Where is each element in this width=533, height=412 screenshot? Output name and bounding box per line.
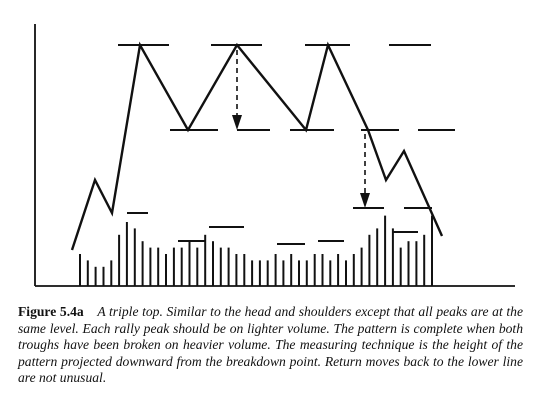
- measure-arrow-first: [232, 50, 242, 130]
- figure-caption-text: A triple top. Similar to the head and sh…: [18, 304, 523, 386]
- figure-caption: Figure 5.4a A triple top. Similar to the…: [18, 304, 523, 387]
- volume-bars: [79, 215, 433, 286]
- triple-top-diagram: [34, 24, 515, 287]
- arrowhead-icon: [232, 115, 242, 130]
- volume-peak-markers: [127, 212, 418, 245]
- figure-label: Figure 5.4a: [18, 304, 84, 319]
- arrowhead-icon: [360, 193, 370, 208]
- price-line: [70, 41, 444, 251]
- measure-arrow-second: [360, 134, 370, 208]
